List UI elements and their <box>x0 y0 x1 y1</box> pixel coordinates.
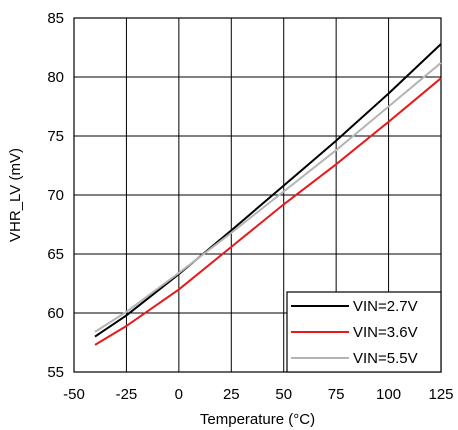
plot-frame <box>73 17 442 373</box>
series-line-2 <box>94 77 442 346</box>
x-tick-label: 125 <box>428 386 453 403</box>
legend: VIN=2.7V VIN=3.6V VIN=5.5V <box>286 291 442 373</box>
y-tick-label: 80 <box>47 69 64 86</box>
legend-label-1: VIN=2.7V <box>353 298 418 315</box>
y-axis-title: VHR_LV (mV) <box>7 148 24 242</box>
x-tick-label: 100 <box>376 386 401 403</box>
series-lines <box>94 43 442 346</box>
y-tick-labels: 55 60 65 70 75 80 85 <box>47 10 64 381</box>
series-line-3 <box>94 62 442 333</box>
x-tick-label: 25 <box>223 386 240 403</box>
x-tick-labels: -50 -25 0 25 50 75 100 125 <box>63 386 453 403</box>
y-tick-label: 85 <box>47 10 64 27</box>
y-tick-label: 60 <box>47 305 64 322</box>
y-tick-label: 55 <box>47 364 64 381</box>
series-line-1 <box>94 43 442 338</box>
x-tick-label: 75 <box>328 386 345 403</box>
legend-label-3: VIN=5.5V <box>353 350 418 367</box>
x-tick-label: -25 <box>116 386 138 403</box>
y-tick-label: 70 <box>47 187 64 204</box>
y-tick-label: 65 <box>47 246 64 263</box>
x-axis-title: Temperature (°C) <box>200 411 315 428</box>
grid-lines <box>73 17 442 373</box>
x-tick-label: 0 <box>175 386 183 403</box>
legend-label-2: VIN=3.6V <box>353 324 418 341</box>
x-tick-label: -50 <box>63 386 85 403</box>
x-tick-label: 50 <box>275 386 292 403</box>
y-tick-label: 75 <box>47 128 64 145</box>
